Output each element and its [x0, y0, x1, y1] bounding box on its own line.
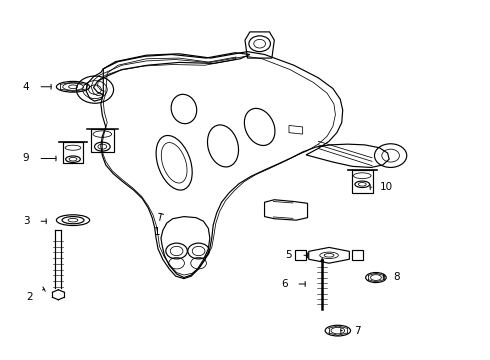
Polygon shape	[320, 258, 324, 261]
Text: 4: 4	[23, 82, 29, 92]
Text: 2: 2	[26, 292, 33, 302]
Text: 1: 1	[154, 227, 160, 237]
Text: 9: 9	[23, 153, 29, 163]
Text: 8: 8	[393, 272, 400, 282]
Text: 6: 6	[281, 279, 288, 289]
Text: 7: 7	[354, 325, 361, 336]
Text: 10: 10	[380, 182, 393, 192]
Text: 5: 5	[286, 250, 293, 260]
Text: 3: 3	[23, 216, 29, 226]
